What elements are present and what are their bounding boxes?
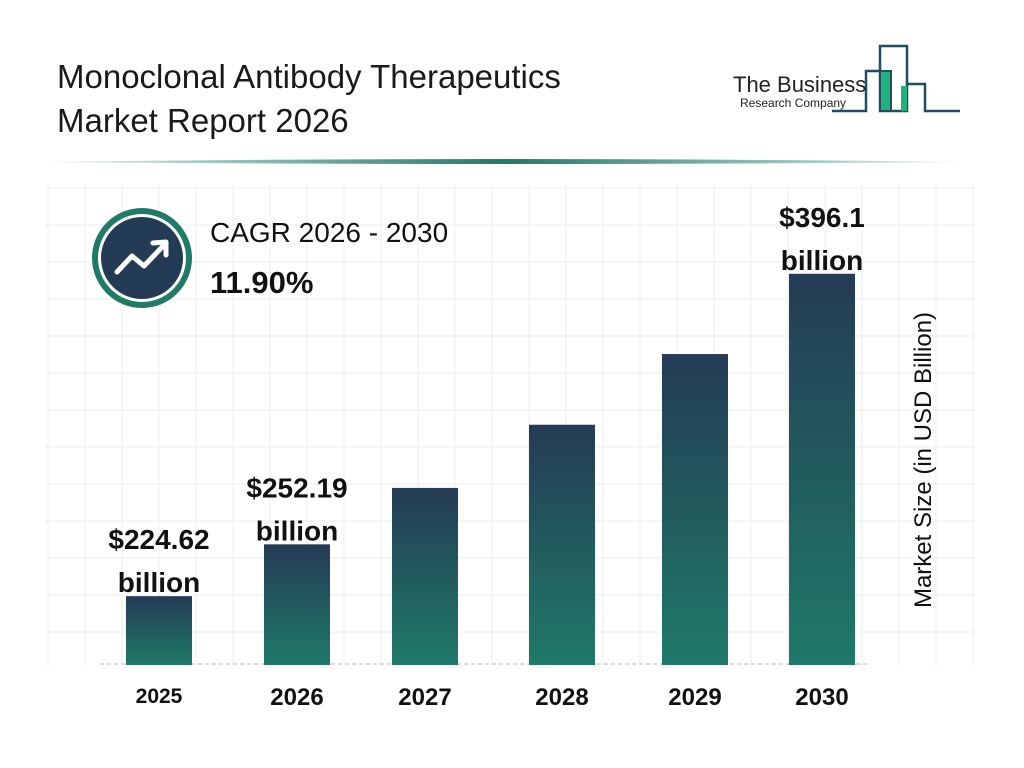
page-title: Monoclonal Antibody Therapeutics Market …	[57, 55, 561, 143]
data-label: $396.1	[779, 202, 865, 233]
data-label: billion	[256, 515, 338, 546]
logo-text-line-2: Research Company	[740, 96, 847, 110]
bar-2026	[264, 544, 330, 665]
title-line-2: Market Report 2026	[57, 102, 349, 139]
x-tick-label: 2028	[535, 684, 588, 711]
company-logo-icon	[832, 44, 960, 113]
x-tick-label: 2027	[398, 684, 451, 711]
x-tick-label: 2025	[136, 685, 183, 708]
x-tick-label: 2030	[795, 684, 848, 711]
bar-2025	[126, 596, 192, 665]
bar-2028	[529, 424, 595, 665]
header-divider	[40, 159, 968, 164]
cagr-badge-icon	[92, 208, 192, 308]
cagr-value: 11.90%	[210, 265, 314, 300]
data-label: billion	[781, 245, 863, 276]
cagr-label: CAGR 2026 - 2030	[210, 217, 449, 248]
data-label: $224.62	[108, 524, 209, 555]
bar-2029	[662, 354, 728, 665]
title-line-1: Monoclonal Antibody Therapeutics	[57, 58, 561, 95]
bar-2027	[392, 487, 458, 665]
x-tick-label: 2026	[270, 684, 323, 711]
data-label: $252.19	[246, 472, 347, 503]
y-axis-label: Market Size (in USD Billion)	[910, 311, 937, 609]
data-label: billion	[118, 567, 200, 598]
x-tick-label: 2029	[668, 684, 721, 711]
logo-text-line-1: The Business	[733, 72, 867, 97]
bar-2030	[789, 273, 855, 665]
